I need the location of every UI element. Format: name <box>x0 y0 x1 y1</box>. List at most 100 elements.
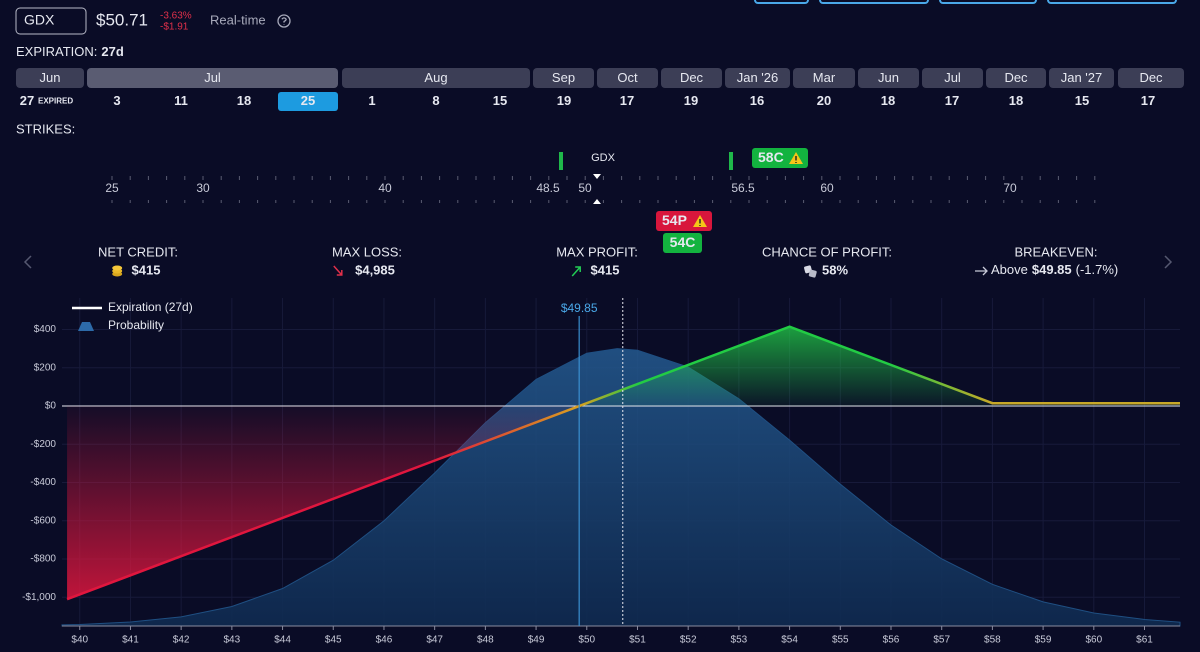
month-tab[interactable] <box>661 68 722 88</box>
month-label: Oct <box>617 70 638 85</box>
profit-area <box>67 326 1180 407</box>
strike-label: 48.5 <box>536 181 560 195</box>
breakeven-prefix: Above <box>991 262 1028 277</box>
expiration-heading: EXPIRATION: 27d <box>16 44 124 59</box>
x-tick-label: $55 <box>832 635 849 646</box>
date-label[interactable]: 18 <box>1009 93 1023 108</box>
month-tab[interactable] <box>16 68 84 88</box>
breakeven-suffix: (-1.7%) <box>1076 262 1119 277</box>
leg-label: 54C <box>670 234 696 250</box>
x-tick-label: $52 <box>680 635 697 646</box>
strike-label: 56.5 <box>731 181 755 195</box>
x-tick-label: $57 <box>933 635 950 646</box>
loss-arrow <box>333 265 343 276</box>
y-tick-label: $0 <box>45 401 57 412</box>
symbol-input[interactable] <box>15 7 87 35</box>
x-tick-label: $48 <box>477 635 494 646</box>
y-tick-label: -$800 <box>30 554 56 565</box>
top-button[interactable] <box>939 0 1037 4</box>
change-pct: -3.63% <box>160 11 192 22</box>
month-label: Jan '26 <box>737 70 779 85</box>
strike-label: 25 <box>105 181 119 195</box>
month-label: Dec <box>1004 70 1028 85</box>
profit-arrow <box>571 266 581 277</box>
month-tab[interactable] <box>725 68 790 88</box>
date-label[interactable]: 18 <box>237 93 251 108</box>
month-tab[interactable] <box>1049 68 1114 88</box>
month-tab[interactable] <box>597 68 658 88</box>
symbol: GDX <box>24 12 55 28</box>
expired-note: EXPIRED <box>38 97 73 106</box>
prev-arrow[interactable] <box>23 255 32 269</box>
month-tab[interactable] <box>87 68 338 88</box>
stat-value: $415 <box>591 262 620 277</box>
dice-icon <box>808 269 817 278</box>
strike-bar <box>729 152 733 170</box>
top-button[interactable] <box>1047 0 1177 4</box>
help-icon[interactable] <box>277 14 291 28</box>
month-label: Sep <box>552 70 575 85</box>
month-label: Dec <box>1139 70 1163 85</box>
date-label[interactable]: 15 <box>493 93 507 108</box>
date-label[interactable]: 15 <box>1075 93 1089 108</box>
y-tick-label: -$1,000 <box>22 592 56 603</box>
x-tick-label: $47 <box>426 635 443 646</box>
date-label[interactable]: 17 <box>620 93 634 108</box>
x-tick-label: $40 <box>71 635 88 646</box>
expiration-days: 27d <box>101 44 123 59</box>
date-label[interactable]: 8 <box>432 93 439 108</box>
date-label[interactable]: 19 <box>684 93 698 108</box>
x-tick-label: $44 <box>274 635 291 646</box>
month-tab[interactable] <box>533 68 594 88</box>
breakeven-value: $49.85 <box>1032 262 1072 277</box>
date-label[interactable]: 27 <box>20 93 34 108</box>
y-tick-label: -$600 <box>30 515 56 526</box>
x-tick-label: $58 <box>984 635 1001 646</box>
x-tick-label: $54 <box>781 635 798 646</box>
month-tab[interactable] <box>986 68 1046 88</box>
month-tab[interactable] <box>922 68 983 88</box>
top-button[interactable] <box>754 0 809 4</box>
next-arrow[interactable] <box>1164 255 1173 269</box>
stat-value: $415 <box>132 262 161 277</box>
date-label[interactable]: 18 <box>881 93 895 108</box>
price-pointer <box>593 174 601 179</box>
date-label[interactable]: 11 <box>174 93 188 108</box>
change-abs: -$1.91 <box>160 22 189 33</box>
date-label[interactable]: 3 <box>113 93 120 108</box>
strike-bar <box>559 152 563 170</box>
x-tick-label: $45 <box>325 635 342 646</box>
x-tick-label: $49 <box>528 635 545 646</box>
date-selected[interactable] <box>278 92 338 111</box>
date-label[interactable]: 25 <box>301 93 315 108</box>
x-tick-label: $46 <box>376 635 393 646</box>
x-tick-label: $56 <box>883 635 900 646</box>
y-tick-label: -$400 <box>30 477 56 488</box>
leg-label: 58C <box>758 149 784 165</box>
legend-swatch <box>78 322 94 331</box>
legend-label: Probability <box>108 318 164 332</box>
x-tick-label: $59 <box>1035 635 1052 646</box>
strike-label: 70 <box>1003 181 1017 195</box>
date-label[interactable]: 17 <box>945 93 959 108</box>
month-tab[interactable] <box>793 68 855 88</box>
strikes-label: STRIKES: <box>16 121 75 136</box>
month-tab[interactable] <box>1118 68 1184 88</box>
stat-label: BREAKEVEN: <box>1014 244 1097 259</box>
breakeven-value-row: Above $49.85 (-1.7%) <box>991 262 1118 277</box>
strike-label: 60 <box>820 181 834 195</box>
date-label[interactable]: 1 <box>368 93 375 108</box>
month-tab[interactable] <box>342 68 530 88</box>
month-tab[interactable] <box>858 68 919 88</box>
date-label[interactable]: 17 <box>1141 93 1155 108</box>
date-label[interactable]: 20 <box>817 93 831 108</box>
month-label: Mar <box>813 70 836 85</box>
strike-label: 40 <box>378 181 392 195</box>
legend-label: Expiration (27d) <box>108 300 193 314</box>
date-label[interactable]: 19 <box>557 93 571 108</box>
leg-tag[interactable] <box>663 233 702 253</box>
x-tick-label: $42 <box>173 635 190 646</box>
date-label[interactable]: 16 <box>750 93 764 108</box>
top-button[interactable] <box>819 0 929 4</box>
